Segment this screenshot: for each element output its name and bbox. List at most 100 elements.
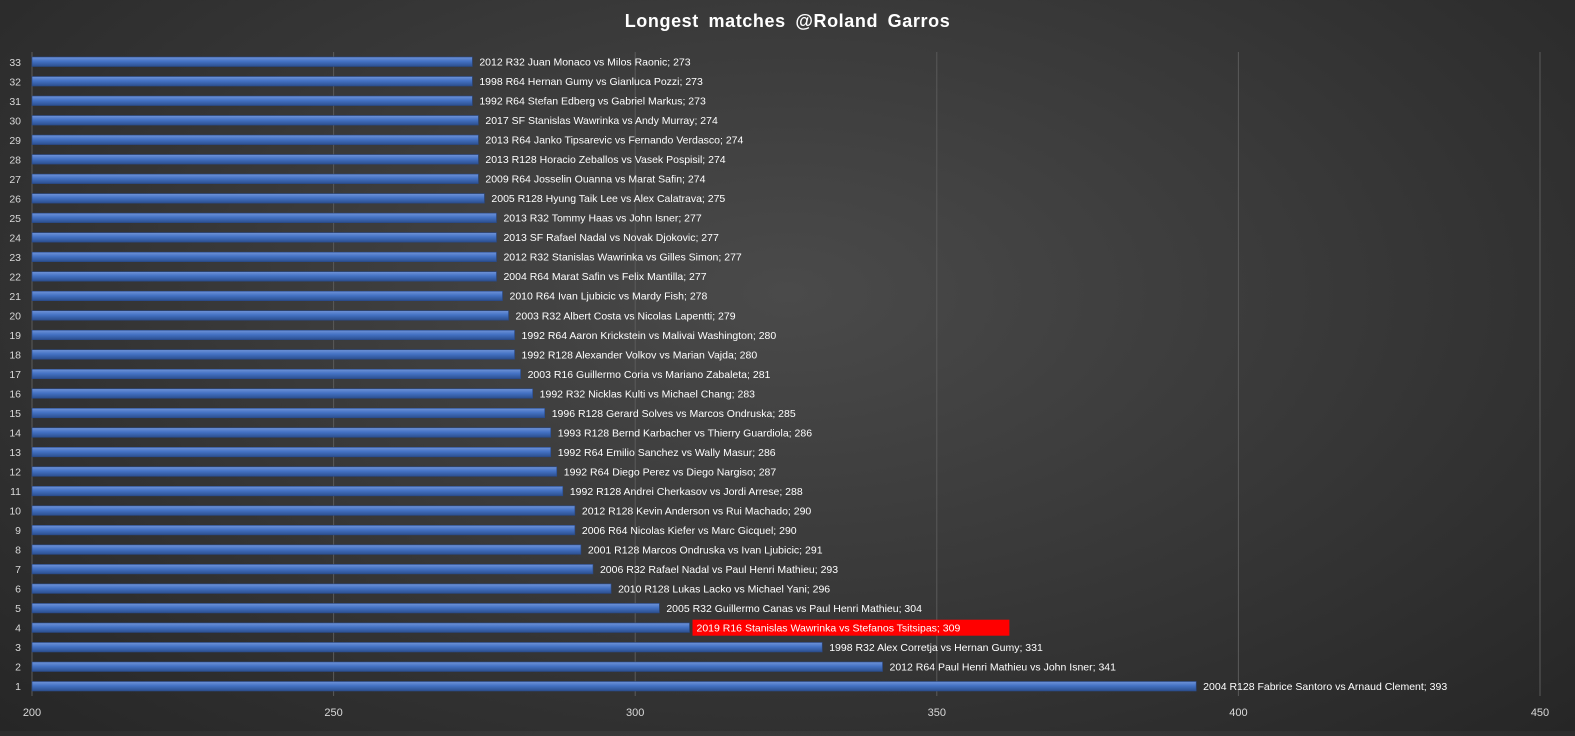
x-tick-label: 300 bbox=[626, 707, 644, 719]
x-tick-label: 200 bbox=[23, 707, 41, 719]
data-label: 2010 R64 Ivan Ljubicic vs Mardy Fish; 27… bbox=[509, 291, 707, 303]
data-label: 1992 R64 Stefan Edberg vs Gabriel Markus… bbox=[479, 96, 706, 108]
y-tick-label: 8 bbox=[15, 545, 21, 557]
y-tick-label: 28 bbox=[9, 154, 21, 166]
bar-rank-9 bbox=[31, 525, 576, 536]
highlight-label-background bbox=[692, 619, 1010, 636]
data-label: 2012 R64 Paul Henri Mathieu vs John Isne… bbox=[890, 662, 1117, 674]
bar-rank-31 bbox=[31, 95, 473, 106]
y-tick-label: 29 bbox=[9, 135, 21, 147]
bar-rank-20 bbox=[31, 310, 509, 321]
y-tick-label: 22 bbox=[9, 271, 21, 283]
bar-rank-5 bbox=[31, 603, 660, 614]
data-label: 2013 R128 Horacio Zeballos vs Vasek Posp… bbox=[485, 154, 725, 166]
bar-rank-22 bbox=[31, 271, 497, 282]
bar-rank-13 bbox=[31, 447, 552, 458]
data-label: 1992 R128 Andrei Cherkasov vs Jordi Arre… bbox=[570, 486, 803, 498]
y-tick-label: 26 bbox=[9, 193, 21, 205]
bar-rank-33 bbox=[31, 56, 473, 67]
bar-rank-27 bbox=[31, 173, 479, 184]
y-tick-label: 11 bbox=[10, 486, 21, 498]
bar-rank-7 bbox=[31, 564, 594, 575]
y-tick-label: 30 bbox=[9, 115, 21, 127]
bar-rank-30 bbox=[31, 115, 479, 126]
data-label: 1992 R64 Aaron Krickstein vs Malivai Was… bbox=[522, 330, 777, 342]
bar-rank-26 bbox=[31, 193, 485, 204]
y-tick-label: 33 bbox=[9, 57, 21, 69]
data-label: 2013 SF Rafael Nadal vs Novak Djokovic; … bbox=[503, 232, 719, 244]
data-label: 2006 R32 Rafael Nadal vs Paul Henri Math… bbox=[600, 564, 838, 576]
y-tick-label: 19 bbox=[9, 330, 21, 342]
bar-rank-28 bbox=[31, 154, 479, 165]
data-label: 2001 R128 Marcos Ondruska vs Ivan Ljubic… bbox=[588, 544, 823, 556]
bar-rank-19 bbox=[31, 329, 515, 341]
x-tick-label: 350 bbox=[928, 707, 946, 719]
y-tick-label: 32 bbox=[9, 76, 21, 88]
bar-rank-32 bbox=[31, 76, 473, 87]
bar-rank-17 bbox=[31, 368, 521, 380]
y-tick-label: 5 bbox=[15, 603, 21, 615]
y-tick-label: 15 bbox=[9, 408, 21, 420]
y-tick-label: 3 bbox=[15, 642, 21, 654]
data-label: 1992 R64 Diego Perez vs Diego Nargiso; 2… bbox=[564, 466, 777, 478]
y-tick-label: 31 bbox=[9, 96, 21, 108]
y-tick-label: 13 bbox=[9, 447, 21, 459]
bar-rank-21 bbox=[31, 290, 503, 301]
data-label: 2013 R64 Janko Tipsarevic vs Fernando Ve… bbox=[485, 135, 743, 147]
bar-rank-24 bbox=[31, 232, 497, 243]
y-tick-label: 21 bbox=[9, 291, 21, 303]
x-axis-tick-labels: 200 250 300 350 400 450 bbox=[23, 707, 1549, 719]
chart-title: Longest matches @Roland Garros bbox=[624, 11, 951, 31]
data-label: 2004 R128 Fabrice Santoro vs Arnaud Clem… bbox=[1203, 681, 1447, 693]
y-tick-label: 4 bbox=[15, 623, 21, 635]
data-label: 2003 R16 Guillermo Coria vs Mariano Zaba… bbox=[528, 369, 771, 381]
data-label: 2012 R128 Kevin Anderson vs Rui Machado;… bbox=[582, 505, 812, 517]
data-label: 2005 R32 Guillermo Canas vs Paul Henri M… bbox=[666, 603, 922, 615]
y-tick-label: 9 bbox=[15, 525, 21, 537]
y-tick-label: 7 bbox=[15, 564, 21, 576]
data-label: 2012 R32 Juan Monaco vs Milos Raonic; 27… bbox=[479, 57, 690, 69]
x-tick-label: 450 bbox=[1531, 707, 1549, 719]
data-label: 1998 R32 Alex Corretja vs Hernan Gumy; 3… bbox=[829, 642, 1043, 654]
bar-rank-6 bbox=[31, 583, 612, 594]
x-tick-label: 400 bbox=[1229, 707, 1247, 719]
data-label: 1992 R32 Nicklas Kulti vs Michael Chang;… bbox=[540, 388, 756, 400]
bar-rank-2 bbox=[31, 661, 883, 672]
bar-rank-15 bbox=[31, 407, 546, 419]
data-label: 1996 R128 Gerard Solves vs Marcos Ondrus… bbox=[552, 408, 796, 420]
y-tick-label: 24 bbox=[9, 232, 21, 244]
data-label: 1992 R64 Emilio Sanchez vs Wally Masur; … bbox=[558, 447, 776, 459]
data-label: 1998 R64 Hernan Gumy vs Gianluca Pozzi; … bbox=[479, 76, 703, 88]
bar-rank-12 bbox=[31, 466, 558, 477]
data-label: 2003 R32 Albert Costa vs Nicolas Lapentt… bbox=[516, 310, 736, 322]
bar-rank-16 bbox=[31, 388, 533, 399]
y-axis-tick-labels: 1234567891011121314151617181920212223242… bbox=[9, 57, 21, 693]
y-tick-label: 23 bbox=[9, 252, 21, 264]
y-tick-label: 25 bbox=[9, 213, 21, 225]
bar-rank-11 bbox=[31, 486, 564, 497]
y-tick-label: 10 bbox=[9, 506, 21, 518]
data-labels: 2004 R128 Fabrice Santoro vs Arnaud Clem… bbox=[479, 57, 1447, 693]
bar-rank-10 bbox=[31, 505, 576, 516]
y-tick-label: 1 bbox=[15, 681, 21, 693]
data-label: 1992 R128 Alexander Volkov vs Marian Vaj… bbox=[522, 349, 758, 361]
y-tick-label: 2 bbox=[15, 662, 21, 674]
data-label: 2010 R128 Lukas Lacko vs Michael Yani; 2… bbox=[618, 583, 830, 595]
bar-rank-23 bbox=[31, 251, 497, 262]
data-label: 1993 R128 Bernd Karbacher vs Thierry Gua… bbox=[558, 427, 812, 439]
y-tick-label: 27 bbox=[9, 174, 21, 186]
data-label: 2013 R32 Tommy Haas vs John Isner; 277 bbox=[503, 213, 701, 225]
data-label: 2009 R64 Josselin Ouanna vs Marat Safin;… bbox=[485, 174, 705, 186]
y-tick-label: 6 bbox=[15, 584, 21, 596]
bars bbox=[31, 56, 1197, 692]
y-tick-label: 14 bbox=[9, 428, 21, 440]
y-tick-label: 16 bbox=[9, 389, 21, 401]
bar-rank-1 bbox=[31, 681, 1197, 692]
data-label: 2006 R64 Nicolas Kiefer vs Marc Gicquel;… bbox=[582, 525, 797, 537]
y-tick-label: 20 bbox=[9, 310, 21, 322]
bar-rank-25 bbox=[31, 212, 497, 223]
bar-rank-18 bbox=[31, 349, 515, 360]
data-label: 2005 R128 Hyung Taik Lee vs Alex Calatra… bbox=[491, 193, 725, 205]
